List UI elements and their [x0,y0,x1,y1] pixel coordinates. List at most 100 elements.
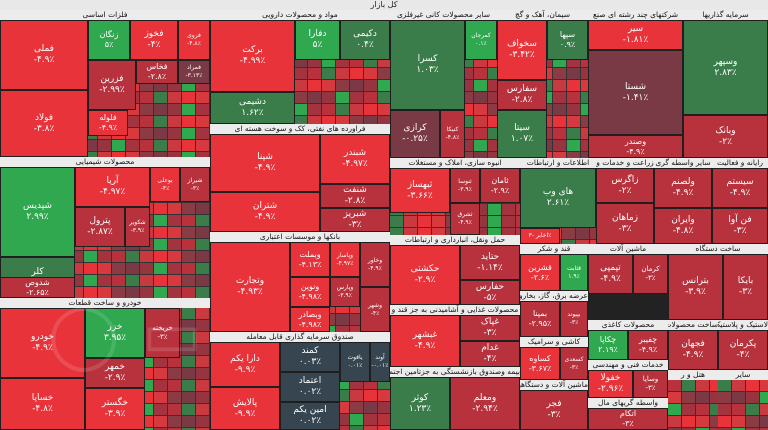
sector-s20[interactable]: عرضه برق، گاز، بخاروآببمپنا-۲.۹۵٪بپیوند-… [520,291,588,337]
stock-tile[interactable]: خزر ۳.۹۵٪ [85,308,145,358]
stock-tile[interactable]: کساوه -۳.۶۷٪ [520,347,560,380]
sector-s14[interactable]: زراعت و خدمات و زاگرس -۲٪ زماهان -۳٪ [596,158,654,244]
stock-tile[interactable]: غپاک -۳٪ [460,315,520,341]
stock-tile[interactable]: یاقوت ۰.۰۱٪ [340,342,370,382]
stock-tile[interactable]: غدام -۴٪ [460,341,520,367]
stock-tile[interactable]: ومعلم -۲.۹۴٪ [450,377,520,430]
sector-s24[interactable]: کاشی و سرامیک کساوه -۳.۶۷٪ کسعدی -۳٪ [520,337,588,380]
sector-s2[interactable]: مواد و محصولات دارویی برکت -۴.۹۹٪ دشیمی ۱.۶۲… [210,10,390,124]
stock-tile[interactable]: وپاسار -۴.۹۷٪ [330,242,360,277]
stock-tile[interactable]: بمپنا -۲.۹۵٪ [520,301,560,337]
stock-tile[interactable]: شستا -۱.۴۱٪ [588,50,683,135]
sector-s25[interactable]: ساخت دستگاه بترانس -۳.۹٪ بایکا -۳٪ [668,244,768,320]
stock-tile[interactable]: خفولا -۲.۹۶٪ [588,370,633,398]
stock-tile[interactable]: ولصنم -۴.۹٪ [654,168,712,208]
stock-tile[interactable]: وساپا -۳٪ [633,370,668,398]
stock-tile[interactable]: فزرین -۲.۹۹٪ [88,60,136,110]
stock-tile[interactable]: برکت -۴.۹۹٪ [210,20,295,92]
stock-tile[interactable]: شتران -۴.۹٪ [210,192,320,232]
stock-tile[interactable]: فخاس -۲.۸٪ [136,60,178,84]
stock-tile[interactable]: اتکام -۳٪ [588,408,668,430]
stock-tile[interactable]: بترانس -۳.۹٪ [668,254,723,320]
stock-tile[interactable]: فجهان -۴.۹٪ [668,330,718,370]
stock-tile[interactable]: فملی -۴.۹٪ [0,20,88,90]
sector-s23[interactable]: بیمه وصندوق بازنشستگی به جزتامین اجتم کوث… [390,367,520,430]
stock-tile[interactable]: دفارا ۵٪ [295,20,340,60]
sector-s31[interactable]: هتل و ر [668,370,718,430]
stock-tile[interactable]: اعتماد ۰.۰۲٪ [280,372,340,402]
stock-tile[interactable]: وبصادر -۴.۹۸٪ [290,307,330,332]
sector-s17[interactable]: حمل ونقل، انبارداری و ارتباطات حکشتی -۲.۹٪… [390,235,520,305]
stock-tile[interactable]: زاگرس -۲٪ [596,168,654,203]
sector-s27[interactable]: واسطه گریهای مال اتکام -۳٪ [588,398,668,430]
stock-tile[interactable]: زماهان -۳٪ [596,203,654,244]
stock-tile[interactable]: قثابت ۱.۹٪ [560,254,588,291]
stock-tile[interactable]: های وب ۲.۶۱٪ [520,168,596,228]
stock-tile[interactable]: وایران -۴.۸٪ [654,208,712,244]
sector-s8[interactable]: محصولات شیمیایی شپدیس ۲.۹۹٪ آریا -۴.۹۷٪ پترول… [0,157,210,298]
stock-tile[interactable]: وبانک -۲٪ [683,115,768,158]
stock-tile[interactable]: وتجارت -۴.۹۳٪ [210,242,290,332]
sector-s3[interactable]: سایر محصولات کانی غیرفلزی کسرا ۱.۰۳٪ کمرجان… [390,10,497,158]
sector-s28[interactable]: ساخت محصولات فلزیفجهان-۴.۹٪ [668,320,718,370]
stock-tile[interactable]: کسعدی -۳٪ [560,347,588,380]
stock-tile[interactable]: شکویر -۳.۹٪ [125,207,150,247]
stock-tile[interactable]: شپنا -۴.۹٪ [210,134,320,192]
stock-tile[interactable]: فولاد -۳.۸٪ [0,90,88,157]
stock-tile[interactable]: چکاپا ۲.۱۹٪ [588,330,628,360]
stock-tile[interactable]: سفارس -۲.۸٪ [497,80,547,110]
stock-tile[interactable]: امین یکم ۰.۰۲٪ [280,402,340,430]
stock-tile[interactable]: کرمان -۳٪ [633,254,668,294]
stock-tile[interactable]: خریخته -۳٪ [145,308,180,358]
sector-s29[interactable]: ماشین آلات و دستگاههایفجر-۳٪ [520,380,588,430]
sector-s10[interactable]: بانکها و موسسات اعتباری وتجارت -۴.۹۳٪ وبملت… [210,232,390,332]
stock-tile[interactable]: فلوله -۴.۹٪ [88,110,128,136]
stock-tile[interactable]: بایکا -۳٪ [723,254,768,320]
stock-tile[interactable]: اخابر -۳٪ [520,228,560,244]
stock-tile[interactable]: کمرجان ۰.۱٪ [465,20,497,60]
stock-tile[interactable]: زنگان ۵٪ [88,20,130,60]
stock-tile[interactable]: ثشرق -۴.۹٪ [450,203,480,235]
stock-tile[interactable]: وصندر -۴.۹٪ [588,135,683,158]
stock-tile[interactable]: فمراد -۳.۱۳٪ [178,60,210,84]
stock-tile[interactable]: ثنوسا -۳.۹٪ [450,168,480,203]
sector-s1[interactable]: فلزات اساسی فملی -۴.۹٪ فولاد -۳.۸٪ زنگان ۵٪ فخو… [0,10,210,157]
sector-s6[interactable]: سرمایه گذاریها وسپهر ۲.۸۳٪ وبانک -۲٪ [683,10,768,158]
stock-tile[interactable]: بپیوند -۳٪ [560,301,588,337]
sector-s4[interactable]: سیمان، آهک و گچ سخواف -۳.۴۲٪ سفارس -۲.۸٪ سیتا… [497,10,588,158]
stock-tile[interactable]: پالایش -۹.۹٪ [210,387,280,430]
stock-tile[interactable]: وخاور -۴.۹٪ [360,242,390,287]
sector-s26[interactable]: خدمات فنی و مهندسی خفولا -۲.۹۶٪ وساپا -۳٪ [588,360,668,398]
stock-tile[interactable]: فروی -۴.۸٪ [178,20,210,60]
stock-tile[interactable]: ثامان -۲.۹٪ [480,168,520,203]
stock-tile[interactable]: وبملت -۴.۱۳٪ [290,242,330,277]
stock-tile[interactable]: آریا -۴.۹۷٪ [75,167,150,207]
stock-tile[interactable]: کنیکا -۴.۸٪ [440,110,465,158]
stock-tile[interactable]: شپدیس ۲.۹۹٪ [0,167,75,257]
stock-tile[interactable]: حکشتی -۲.۹٪ [390,245,460,305]
stock-tile[interactable]: وشهر -۴٪ [360,287,390,332]
stock-tile[interactable]: کسرا ۱.۰۳٪ [390,20,465,110]
sector-s9[interactable]: خودرو و ساخت قطعات خودرو -۴.۹٪ خساپا -۴.۸٪ خز… [0,298,210,430]
stock-tile[interactable]: غبشهر -۴.۹٪ [390,315,460,367]
stock-tile[interactable]: قشرین -۲.۶٪ [520,254,560,291]
stock-tile[interactable]: شیراز -۳٪ [180,167,210,202]
stock-tile[interactable]: وپارس -۳.۹٪ [330,277,360,307]
stock-tile[interactable]: تپمپی -۴.۹٪ [588,254,633,294]
sector-s22[interactable]: محصولات کاغذی چکاپا ۲.۱۹٪ چفیبر -۴.۹٪ [588,320,668,360]
stock-tile[interactable]: پترول -۲.۸۷٪ [75,207,125,247]
stock-tile[interactable]: کوثر ۱.۲۳٪ [390,377,450,430]
stock-tile[interactable]: کرازی -۰.۲۵٪ [390,110,440,158]
stock-tile[interactable]: بوعلی -۴٪ [150,167,180,202]
sector-s5[interactable]: شرکتهای چند رشته ای صنع سیر -۱.۸۱٪ شستا -۱.۴… [588,10,683,158]
stock-tile[interactable]: حتاید -۱.۱۴٪ [460,245,520,280]
stock-tile[interactable]: پکرمان -۴٪ [718,330,768,370]
stock-tile[interactable]: دارا یکم -۹.۹٪ [210,342,280,387]
sector-s11[interactable]: صندوق سرمایه گذاری قابل معامله دارا یکم -۹… [210,332,390,430]
stock-tile[interactable]: شنفت -۲.۸٪ [320,184,390,208]
stock-tile[interactable]: سیر -۱.۸۱٪ [588,20,683,50]
sector-s16[interactable]: رایانه و فعالیت سیستم -۴.۹٪ فن آوا -۳٪ [712,158,768,244]
stock-tile[interactable]: شدوص -۲.۶۵٪ [0,277,75,298]
sector-s21[interactable]: ماشین آلات تپمپی -۴.۹٪ کرمان -۳٪ [588,244,668,294]
stock-tile[interactable]: سیتا ۱.۰۷٪ [497,110,547,158]
